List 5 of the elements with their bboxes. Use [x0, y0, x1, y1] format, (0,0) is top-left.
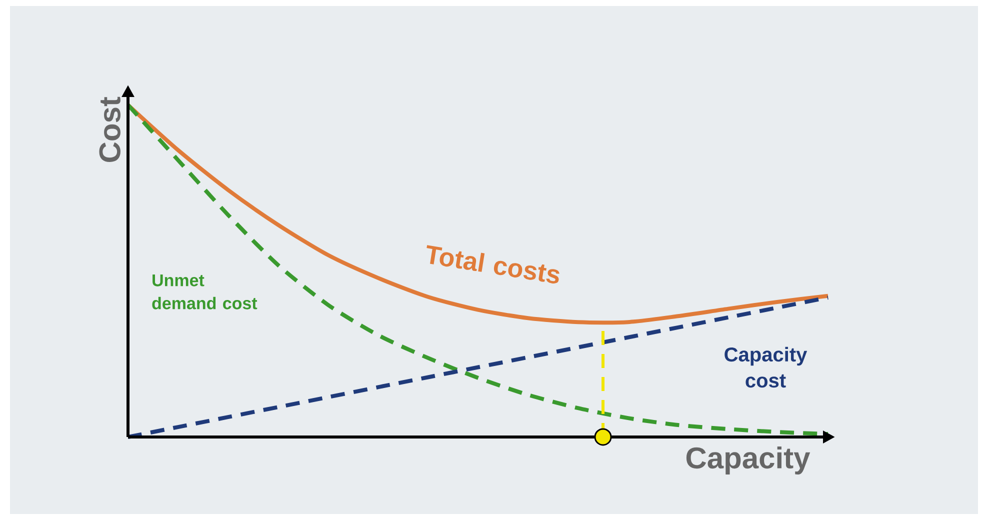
series-label: Unmet demand cost [152, 274, 258, 310]
series-label: Capacity cost [724, 346, 808, 388]
x-axis-title: Capacity [686, 446, 810, 474]
y-axis-title: Cost [99, 96, 120, 162]
text: Total costs [426, 245, 560, 284]
